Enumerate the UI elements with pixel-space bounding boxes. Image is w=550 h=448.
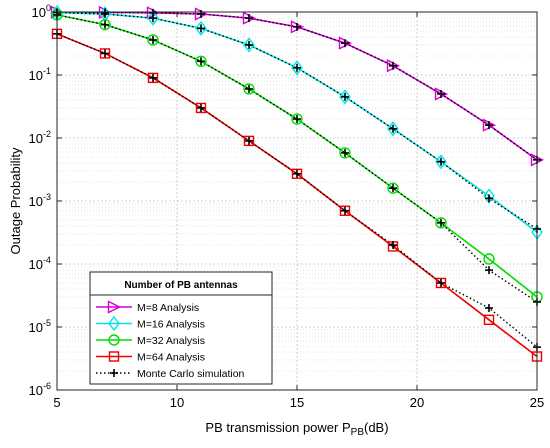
monte-carlo-point-2 [341, 92, 349, 101]
data-point-series-3 [291, 113, 303, 125]
monte-carlo-point-4 [437, 278, 445, 287]
legend-entry: M=64 Analysis [96, 351, 205, 364]
legend-title: Number of PB antennas [124, 280, 238, 291]
monte-carlo-point-3 [293, 115, 301, 124]
monte-carlo-point-1 [245, 14, 253, 23]
legend-marker [110, 369, 118, 377]
data-point-series-2 [291, 60, 303, 76]
data-point-series-3 [147, 34, 159, 46]
data-point-series-4 [339, 205, 351, 216]
data-point-series-4 [99, 48, 111, 59]
monte-carlo-point-4 [389, 241, 397, 250]
data-point-series-2 [339, 89, 351, 105]
legend-label: M=64 Analysis [137, 352, 205, 364]
monte-carlo-point-2 [101, 9, 109, 18]
legend-marker [107, 300, 122, 314]
monte-carlo-point-2 [245, 40, 253, 49]
y-tick-label: 10-4 [29, 255, 51, 272]
legend-label: Monte Carlo simulation [137, 368, 245, 380]
monte-carlo-point-2 [485, 194, 493, 203]
monte-carlo-point-1 [197, 9, 205, 18]
data-point-series-4 [483, 314, 495, 326]
legend-marker [108, 351, 120, 362]
monte-carlo-point-4 [341, 206, 349, 215]
data-point-series-2 [147, 10, 159, 26]
data-point-series-3 [99, 18, 111, 31]
legend-entries: M=8 Analysis M=16 Analysis M=32 Analysis M=… [96, 300, 245, 380]
x-tick-label: 10 [170, 395, 184, 410]
x-tick-label: 25 [530, 395, 544, 410]
monte-carlo-point-4 [197, 103, 205, 112]
data-point-series-3 [435, 217, 447, 229]
data-point-series-3 [243, 83, 255, 95]
monte-carlo-point-2 [293, 63, 301, 72]
legend-entry: Monte Carlo simulation [96, 368, 245, 380]
data-point-series-2 [195, 20, 207, 37]
monte-carlo-point-4 [149, 73, 157, 82]
legend-label: M=8 Analysis [137, 302, 199, 314]
monte-carlo-point-1 [389, 61, 397, 70]
legend-label: M=32 Analysis [137, 335, 205, 347]
monte-carlo-point-3 [341, 148, 349, 157]
data-point-series-2 [483, 188, 495, 204]
legend-entry: M=16 Analysis [96, 315, 205, 332]
monte-carlo-point-3 [149, 35, 157, 44]
data-point-series-2 [435, 154, 447, 170]
y-tick-label: 10-6 [29, 381, 51, 398]
legend-box [89, 271, 273, 385]
monte-carlo-point-3 [437, 218, 445, 227]
monte-carlo-point-2 [149, 14, 157, 23]
y-axis-ticks: 10-6 10-5 10-4 10-3 10-2 10-1 100 [29, 3, 537, 398]
monte-carlo-point-3 [101, 20, 109, 29]
data-point-series-2 [387, 121, 399, 137]
data-point-series-4 [147, 72, 159, 84]
legend-entry: M=32 Analysis [96, 334, 205, 347]
x-tick-label: 20 [410, 395, 424, 410]
monte-carlo-point-4 [293, 169, 301, 178]
monte-carlo-point-4 [245, 136, 253, 145]
data-point-series-4 [435, 277, 447, 289]
monte-carlo-point-3 [197, 57, 205, 66]
y-axis-label: Outage Probability [8, 147, 23, 254]
legend-marker [108, 315, 120, 332]
monte-carlo-point-2 [197, 24, 205, 33]
monte-carlo-point-2 [389, 124, 397, 133]
monte-carlo-point-4 [101, 49, 109, 58]
data-point-series-4 [291, 168, 303, 180]
monte-carlo-point-1 [293, 22, 301, 31]
monte-carlo-point-4 [485, 304, 493, 313]
x-tick-label: 15 [290, 395, 304, 410]
monte-carlo-point-3 [245, 84, 253, 93]
x-axis-label: PB transmission power PPB(dB) [205, 420, 388, 438]
monte-carlo-point-1 [485, 121, 493, 130]
data-point-series-3 [483, 253, 495, 265]
y-tick-label: 10-2 [29, 129, 51, 146]
legend-label: M=16 Analysis [137, 319, 205, 331]
legend-marker [108, 334, 120, 346]
monte-carlo-point-3 [485, 266, 493, 275]
data-point-series-3 [339, 147, 351, 159]
y-tick-label: 10-5 [29, 318, 51, 335]
x-tick-label: 5 [53, 395, 60, 410]
data-point-series-3 [195, 55, 207, 67]
monte-carlo-point-1 [437, 89, 445, 98]
data-point-series-4 [243, 135, 255, 147]
monte-carlo-point-2 [437, 157, 445, 166]
monte-carlo-point-1 [341, 39, 349, 48]
data-point-series-4 [195, 102, 207, 114]
y-tick-label: 100 [32, 3, 51, 20]
data-point-series-3 [387, 182, 399, 194]
monte-carlo-point-3 [389, 184, 397, 193]
legend-entry: M=8 Analysis [96, 300, 199, 314]
y-tick-label: 10-3 [29, 192, 51, 209]
legend: Number of PB antennas M=8 Analysis M=16 A… [89, 271, 273, 385]
data-point-series-2 [243, 37, 255, 53]
y-tick-label: 10-1 [29, 66, 51, 83]
x-axis-ticks: 5 10 15 20 25 [53, 12, 544, 410]
